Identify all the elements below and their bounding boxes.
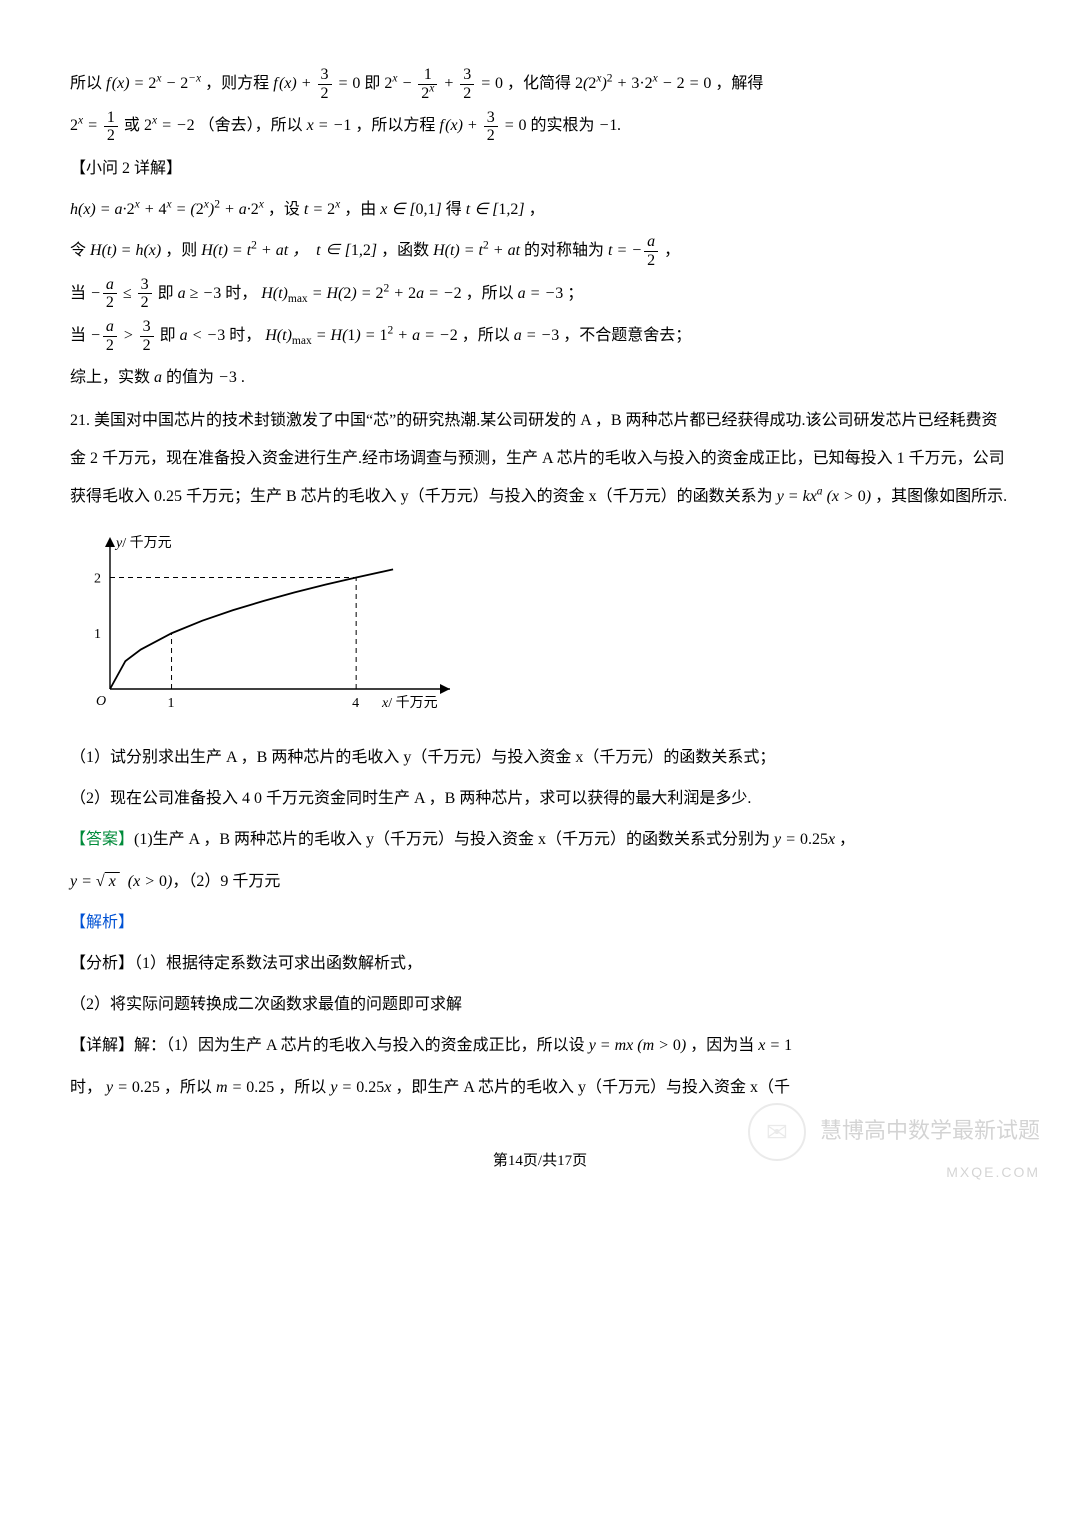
- text: 当: [70, 285, 90, 302]
- q21-body: 21. 美国对中国芯片的技术封锁激发了中国“芯”的研究热潮.某公司研发的 A ，…: [70, 402, 1010, 517]
- svg-text:1: 1: [168, 696, 175, 711]
- text: ，化简得: [507, 75, 575, 92]
- text: 时，: [229, 327, 261, 344]
- text: 或: [124, 117, 144, 134]
- para-2: 2x = 12 或 2x = −2 （舍去），所以 x = −1 ，所以方程 f…: [70, 108, 1010, 144]
- text: 的实根为: [531, 117, 599, 134]
- detail-2: 时， y = 0.25 ，所以 m = 0.25 ，所以 y = 0.25x ，…: [70, 1070, 1010, 1105]
- page-footer: 第14页/共17页: [70, 1145, 1010, 1178]
- text: 令: [70, 242, 90, 259]
- math-y025: y = 0.25: [106, 1079, 160, 1096]
- math-xrange: x ∈ [0,1]: [380, 201, 442, 218]
- math-ykxa: y = kxa (x > 0): [777, 488, 871, 505]
- math-x1: x = 1: [758, 1037, 792, 1054]
- math-t: t = 2x: [304, 201, 340, 218]
- math-ans1: y = 0.25x: [774, 831, 835, 848]
- text: 即: [364, 75, 384, 92]
- text: ，由: [344, 201, 380, 218]
- math-case1c: H(t)max = H(2) = 22 + 2a = −2: [261, 285, 461, 302]
- math-trange: t ∈ [1,2]: [466, 201, 525, 218]
- text: 当: [70, 327, 90, 344]
- answer-label: 【答案】: [70, 831, 134, 848]
- svg-text:2: 2: [94, 571, 101, 586]
- math-sol2: 2x = −2: [144, 117, 195, 134]
- svg-text:y/ 千万元: y/ 千万元: [114, 535, 172, 551]
- text: ，设: [268, 201, 304, 218]
- math-sol1: 2x = 12: [70, 117, 120, 134]
- fenxi-2: （2）将实际问题转换成二次函数求最值的问题即可求解: [70, 987, 1010, 1022]
- detail-1: 【详解】解：（1）因为生产 A 芯片的毛收入与投入的资金成正比，所以设 y = …: [70, 1028, 1010, 1063]
- math-case1d: a = −3: [518, 285, 564, 302]
- math-root: −1.: [599, 117, 622, 134]
- text: ，因为当: [690, 1037, 758, 1054]
- text: ，函数: [381, 242, 433, 259]
- para-case2: 当 −a2 > 32 即 a < −3 时， H(t)max = H(1) = …: [70, 318, 1010, 354]
- text: 得: [446, 201, 466, 218]
- text: ，所以: [278, 1079, 330, 1096]
- math-fx-def: f (x) = 2x − 2−x: [106, 75, 201, 92]
- text: ，所以: [462, 327, 514, 344]
- text: ，所以: [466, 285, 518, 302]
- math-ymx: y = mx (m > 0): [589, 1037, 687, 1054]
- text: 时，: [225, 285, 257, 302]
- text: 【详解】解：（1）因为生产 A 芯片的毛收入与投入的资金成正比，所以设: [70, 1037, 589, 1054]
- math-Htdef: H(t) = h(x): [90, 242, 161, 259]
- math-eq3: 2(2x)2 + 3·2x − 2 = 0: [575, 75, 711, 92]
- para-conclusion: 综上，实数 a 的值为 −3 .: [70, 360, 1010, 395]
- watermark-text: 慧博高中数学最新试题: [820, 1118, 1040, 1143]
- math-Ht: H(t) = t2 + at ， t ∈ [1,2]: [201, 242, 377, 259]
- text: 时，: [70, 1079, 102, 1096]
- text: ，所以: [164, 1079, 216, 1096]
- math-eq2: 2x − 12x + 32 = 0: [384, 75, 503, 92]
- math-ans2: y = √ x (x > 0): [70, 873, 172, 890]
- math-axis: t = −a2: [608, 242, 660, 259]
- fenxi-1: 【分析】（1）根据待定系数法可求出函数解析式，: [70, 946, 1010, 981]
- svg-text:O: O: [96, 694, 106, 709]
- math-case1b: a ≥ −3: [178, 285, 222, 302]
- math-case2b: a < −3: [180, 327, 226, 344]
- text: ，不合题意舍去；: [563, 327, 691, 344]
- math-case2a: −a2 > 32: [90, 327, 156, 344]
- subq2-heading: 【小问 2 详解】: [70, 151, 1010, 186]
- math-Ht2: H(t) = t2 + at: [433, 242, 520, 259]
- svg-text:x/ 千万元: x/ 千万元: [381, 695, 438, 711]
- answer-text-b: ，（2）9 千万元: [172, 873, 280, 890]
- sub-question-2: （2）现在公司准备投入 4 0 千万元资金同时生产 A ，B 两种芯片，求可以获…: [70, 781, 1010, 816]
- chart-y-vs-x: O 1 4 1 2 y/ 千万元 x/ 千万元: [70, 529, 470, 719]
- text: 的对称轴为: [524, 242, 608, 259]
- answer-line: 【答案】(1)生产 A ，B 两种芯片的毛收入 y（千万元）与投入资金 x（千万…: [70, 822, 1010, 857]
- analysis-label: 【解析】: [70, 905, 1010, 940]
- math-hx: h(x) = a·2x + 4x = (2x)2 + a·2x: [70, 201, 264, 218]
- math-x: x = −1: [307, 117, 352, 134]
- text: ，则: [165, 242, 201, 259]
- sub-question-1: （1）试分别求出生产 A ，B 两种芯片的毛收入 y（千万元）与投入资金 x（千…: [70, 740, 1010, 775]
- para-1: 所以 f (x) = 2x − 2−x ，则方程 f (x) + 32 = 0 …: [70, 66, 1010, 102]
- answer-text-a: (1)生产 A ，B 两种芯片的毛收入 y（千万元）与投入资金 x（千万元）的函…: [134, 831, 774, 848]
- math-y025x: y = 0.25x: [330, 1079, 391, 1096]
- answer-line2: y = √ x (x > 0)，（2）9 千万元: [70, 864, 1010, 899]
- para-Ht: 令 H(t) = h(x) ，则 H(t) = t2 + at ， t ∈ [1…: [70, 233, 1010, 269]
- math-m025: m = 0.25: [216, 1079, 274, 1096]
- text: 即: [160, 327, 180, 344]
- math-case2d: a = −3: [514, 327, 560, 344]
- text: 即: [158, 285, 178, 302]
- math-case2c: H(t)max = H(1) = 12 + a = −2: [265, 327, 457, 344]
- text: （舍去），所以: [199, 117, 307, 134]
- math-case1a: −a2 ≤ 32: [90, 285, 154, 302]
- text: ，则方程: [205, 75, 273, 92]
- text: ，即生产 A 芯片的毛收入 y（千万元）与投入资金 x（千: [395, 1079, 790, 1096]
- text: 所以: [70, 75, 106, 92]
- text: ，其图像如图所示.: [875, 488, 1007, 505]
- para-case1: 当 −a2 ≤ 32 即 a ≥ −3 时， H(t)max = H(2) = …: [70, 276, 1010, 312]
- text: ，所以方程: [355, 117, 439, 134]
- svg-text:4: 4: [352, 696, 359, 711]
- math-eq1: f (x) + 32 = 0: [273, 75, 360, 92]
- para-hx: h(x) = a·2x + 4x = (2x)2 + a·2x ，设 t = 2…: [70, 192, 1010, 227]
- math-eq4: f (x) + 32 = 0: [439, 117, 526, 134]
- svg-text:1: 1: [94, 627, 101, 642]
- text: ，解得: [715, 75, 763, 92]
